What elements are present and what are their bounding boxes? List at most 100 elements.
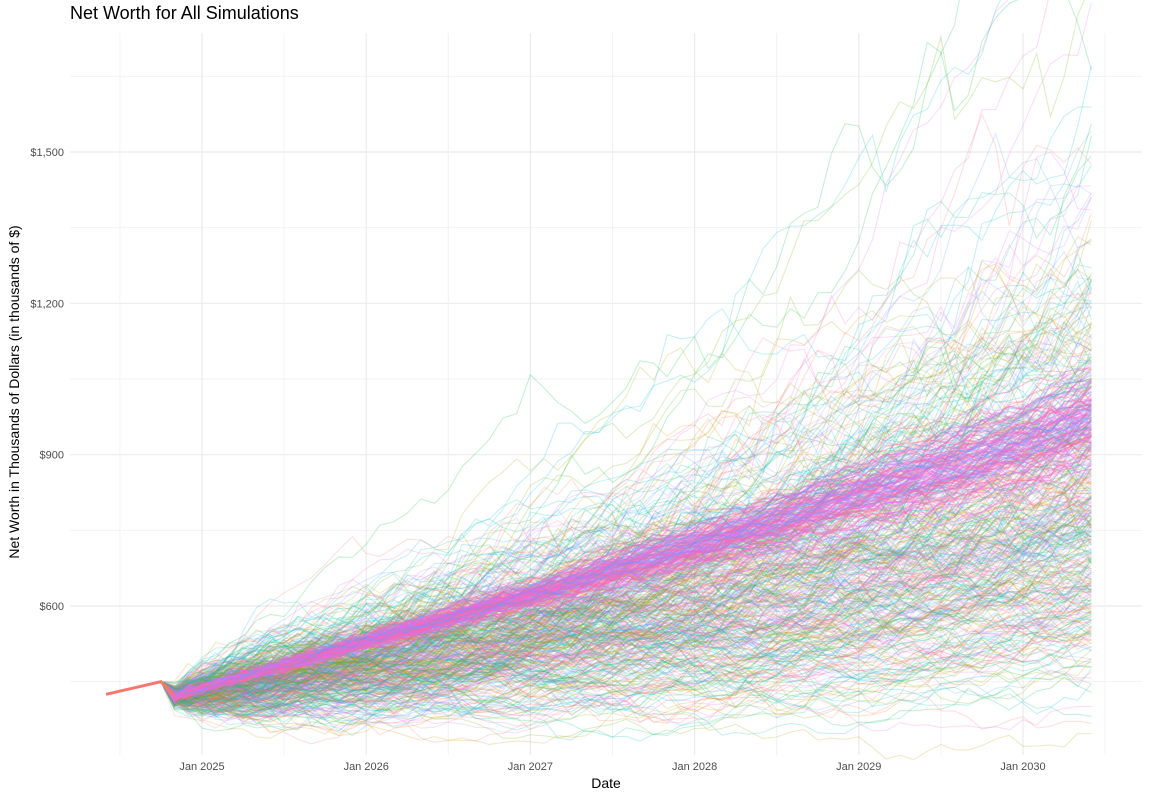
simulation-line: [106, 522, 1092, 703]
simulation-line: [106, 615, 1092, 699]
simulation-line: [106, 448, 1092, 698]
simulation-line: [106, 436, 1092, 695]
simulation-line: [106, 502, 1092, 695]
simulation-line: [106, 377, 1092, 697]
simulation-line: [106, 497, 1092, 695]
simulation-line: [106, 399, 1092, 700]
simulation-line: [106, 455, 1092, 706]
simulation-line: [106, 349, 1092, 695]
simulation-line: [106, 625, 1092, 709]
simulation-line: [106, 428, 1092, 702]
simulation-line: [106, 393, 1092, 695]
simulation-line: [106, 630, 1092, 722]
simulation-line: [106, 419, 1092, 698]
simulation-line: [106, 387, 1092, 696]
simulation-line: [106, 505, 1092, 717]
simulation-line: [106, 374, 1092, 704]
simulation-line: [106, 471, 1092, 699]
simulation-line: [106, 571, 1092, 716]
simulation-line: [106, 405, 1092, 700]
simulation-line: [106, 537, 1092, 695]
simulation-line: [106, 438, 1092, 699]
simulation-line: [106, 443, 1092, 704]
simulation-line: [106, 306, 1092, 695]
simulation-line: [106, 489, 1092, 695]
simulation-line: [106, 431, 1092, 697]
simulation-line: [106, 445, 1092, 701]
simulation-line: [106, 391, 1092, 697]
simulation-line: [106, 323, 1092, 698]
simulation-line: [106, 413, 1092, 699]
simulation-line: [106, 417, 1092, 705]
simulation-line: [106, 575, 1092, 724]
simulation-line: [106, 427, 1092, 695]
simulation-line: [106, 558, 1092, 695]
simulation-line: [106, 417, 1092, 700]
simulation-line: [106, 398, 1092, 695]
simulation-line: [106, 504, 1092, 703]
simulation-line: [106, 413, 1092, 699]
simulation-line: [106, 513, 1092, 695]
simulation-line: [106, 436, 1092, 695]
simulation-line: [106, 655, 1092, 734]
simulation-line: [106, 480, 1092, 705]
simulation-line: [106, 449, 1092, 719]
simulation-line: [106, 301, 1092, 695]
simulation-line: [106, 591, 1092, 695]
chart-title: Net Worth for All Simulations: [70, 3, 299, 23]
simulation-line: [106, 482, 1092, 695]
simulation-line: [106, 398, 1092, 701]
simulation-line: [106, 470, 1092, 703]
simulation-line: [106, 343, 1092, 695]
simulation-line: [106, 306, 1092, 695]
simulation-line: [106, 521, 1092, 695]
simulation-line: [106, 614, 1092, 739]
simulation-line: [106, 333, 1092, 697]
simulation-line: [106, 382, 1092, 698]
simulation-line: [106, 135, 1092, 699]
simulation-line: [106, 403, 1092, 698]
simulation-line: [106, 276, 1092, 701]
simulation-line: [106, 196, 1092, 699]
simulation-line: [106, 399, 1092, 695]
simulation-line: [106, 597, 1092, 705]
simulation-line: [106, 653, 1092, 724]
simulation-line: [106, 531, 1092, 704]
simulation-line: [106, 375, 1092, 703]
simulation-line: [106, 453, 1092, 695]
simulation-line: [106, 212, 1092, 711]
simulation-line: [106, 562, 1092, 701]
simulation-line: [106, 510, 1092, 703]
simulation-line: [106, 314, 1092, 703]
simulation-line: [106, 327, 1092, 696]
simulation-line: [106, 430, 1092, 697]
simulation-line: [106, 500, 1092, 704]
simulation-line: [106, 615, 1092, 723]
simulation-line: [106, 572, 1092, 719]
simulation-line: [106, 456, 1092, 702]
simulation-line: [106, 368, 1092, 706]
simulation-line: [106, 0, 1085, 705]
simulation-line: [106, 423, 1092, 695]
simulation-line: [106, 635, 1092, 710]
simulation-line: [106, 404, 1092, 697]
simulation-line: [106, 311, 1092, 716]
simulation-line: [106, 579, 1092, 695]
simulation-line: [106, 517, 1092, 698]
simulation-line: [106, 322, 1092, 698]
simulation-line: [106, 403, 1092, 698]
simulation-line: [106, 532, 1092, 701]
simulation-line: [106, 406, 1092, 695]
simulation-line: [106, 611, 1092, 695]
simulation-line: [106, 409, 1092, 696]
simulation-line: [106, 487, 1092, 702]
simulation-line: [106, 268, 1092, 713]
simulation-line: [106, 345, 1092, 698]
simulation-line: [106, 436, 1092, 695]
simulation-line: [106, 620, 1092, 716]
simulation-line: [106, 558, 1092, 707]
simulation-line: [106, 538, 1092, 732]
simulation-line: [106, 403, 1092, 698]
simulation-line: [106, 404, 1092, 696]
simulation-line: [106, 442, 1092, 698]
